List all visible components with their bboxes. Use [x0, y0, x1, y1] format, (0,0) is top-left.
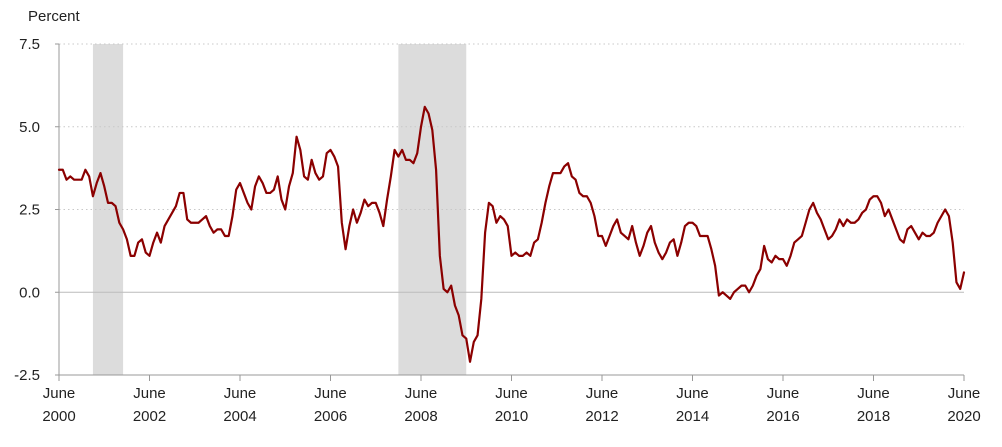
recession-shading-layer	[92, 44, 467, 375]
x-tick-year-label: 2006	[314, 408, 347, 425]
x-tick-year-label: 2002	[133, 408, 166, 425]
x-tick-year-label: 2016	[766, 408, 799, 425]
x-tick-month-label: June	[857, 385, 890, 402]
x-tick-year-label: 2004	[223, 408, 256, 425]
x-tick-year-label: 2014	[676, 408, 709, 425]
recession-band	[398, 44, 467, 375]
x-tick-month-label: June	[224, 385, 257, 402]
grid-layer	[59, 43, 964, 293]
y-tick-label: 0.0	[19, 284, 40, 301]
x-tick-month-label: June	[133, 385, 166, 402]
x-tick-month-label: June	[948, 385, 981, 402]
series-layer	[57, 105, 966, 363]
x-tick-month-label: June	[586, 385, 619, 402]
series-line	[57, 105, 966, 363]
x-tick-month-label: June	[495, 385, 528, 402]
x-tick-month-label: June	[314, 385, 347, 402]
x-tick-year-label: 2008	[404, 408, 437, 425]
x-tick-month-label: June	[43, 385, 76, 402]
x-tick-year-label: 2020	[947, 408, 980, 425]
x-tick-year-label: 2010	[495, 408, 528, 425]
y-axis-title: Percent	[28, 8, 81, 25]
y-tick-labels: 7.5 5.0 2.5 0.0 -2.5	[14, 36, 59, 384]
y-tick-label: 2.5	[19, 202, 40, 219]
y-tick-label: 5.0	[19, 119, 40, 136]
x-tick-month-label: June	[767, 385, 800, 402]
y-tick-label: -2.5	[14, 367, 40, 384]
x-tick-year-label: 2012	[585, 408, 618, 425]
x-tick-labels: June 2000 June 2002 June 2004 June 2006 June 2008…	[42, 375, 981, 425]
x-tick-year-label: 2018	[857, 408, 890, 425]
x-tick-month-label: June	[405, 385, 438, 402]
x-tick-year-label: 2000	[42, 408, 75, 425]
y-tick-label: 7.5	[19, 36, 40, 53]
x-tick-month-label: June	[676, 385, 709, 402]
